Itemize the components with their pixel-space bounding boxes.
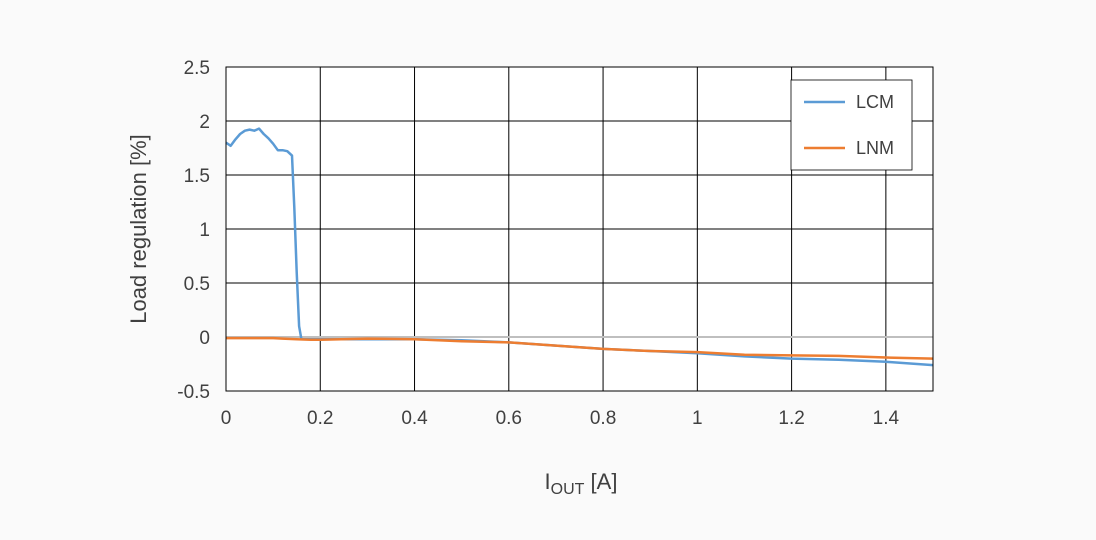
legend-label-lnm: LNM (856, 138, 894, 158)
y-tick-label: 1.5 (184, 166, 210, 187)
x-tick-label: 0.8 (590, 408, 616, 429)
x-tick-label: 0 (221, 408, 232, 429)
x-tick-labels: 0 0.2 0.4 0.6 0.8 1 1.2 1.4 (221, 408, 900, 429)
legend-label-lcm: LCM (856, 92, 894, 112)
x-tick-label: 0.4 (401, 408, 428, 429)
legend-box (790, 79, 913, 171)
x-tick-label: 1.4 (873, 408, 900, 429)
y-tick-label: 0.5 (184, 274, 210, 295)
y-tick-label: 2.5 (184, 58, 210, 79)
series-layer (225, 127, 934, 367)
y-tick-label: 2 (199, 112, 210, 133)
x-axis-label-subscript: OUT (551, 481, 585, 498)
x-axis-label-unit: [A] (584, 469, 617, 494)
series-line-lnm (226, 336, 934, 360)
x-tick-label: 1.2 (778, 408, 804, 429)
y-tick-label: 1 (199, 220, 210, 241)
y-tick-labels: 2.5 2 1.5 1 0.5 0 -0.5 (177, 58, 210, 403)
x-tick-label: 0.2 (307, 408, 333, 429)
y-axis-label: Load regulation [%] (126, 134, 151, 324)
x-axis-label-main: I (545, 469, 551, 494)
legend: LCM LNM (790, 79, 913, 171)
x-axis-label: IOUT [A] (545, 469, 618, 498)
x-tick-label: 1 (692, 408, 703, 429)
y-tick-label: 0 (199, 328, 210, 349)
y-tick-label: -0.5 (177, 382, 210, 403)
plot-frame (225, 66, 934, 392)
x-tick-label: 0.6 (496, 408, 522, 429)
